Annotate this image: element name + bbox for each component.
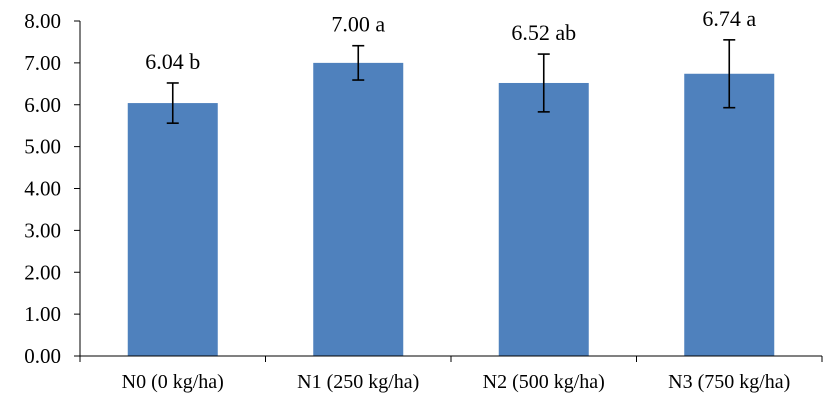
y-tick-label: 4.00 xyxy=(24,177,61,201)
x-category-label: N3 (750 kg/ha) xyxy=(668,371,790,393)
data-label: 6.74 a xyxy=(702,6,756,31)
bar xyxy=(498,82,589,356)
y-tick-label: 3.00 xyxy=(24,218,61,242)
x-axis-categories: N0 (0 kg/ha) N1 (250 kg/ha) N2 (500 kg/ha)… xyxy=(79,356,823,393)
data-labels-group: 6.04 b 7.00 a 6.52 ab 6.74 a xyxy=(145,6,756,74)
y-tick-label: 0.00 xyxy=(24,344,61,368)
data-label: 6.52 ab xyxy=(511,20,576,45)
bar xyxy=(313,62,404,356)
y-tick-label: 8.00 xyxy=(24,9,61,33)
y-tick-label: 7.00 xyxy=(24,51,61,75)
x-category-label: N2 (500 kg/ha) xyxy=(483,371,605,393)
y-tick-label: 1.00 xyxy=(24,302,61,326)
x-category-label: N0 (0 kg/ha) xyxy=(122,371,224,393)
error-bars-group xyxy=(166,39,736,124)
bars-group xyxy=(127,62,775,356)
bar xyxy=(127,103,218,356)
y-tick-label: 2.00 xyxy=(24,260,61,284)
data-label: 7.00 a xyxy=(331,12,385,37)
y-axis-ticks: 0.00 1.00 2.00 3.00 4.00 5.00 6.00 7.00 8.00 xyxy=(24,9,80,368)
bar xyxy=(684,73,775,356)
y-tick-label: 5.00 xyxy=(24,135,61,159)
x-category-label: N1 (250 kg/ha) xyxy=(297,371,419,393)
y-tick-label: 6.00 xyxy=(24,93,61,117)
data-label: 6.04 b xyxy=(145,49,200,74)
